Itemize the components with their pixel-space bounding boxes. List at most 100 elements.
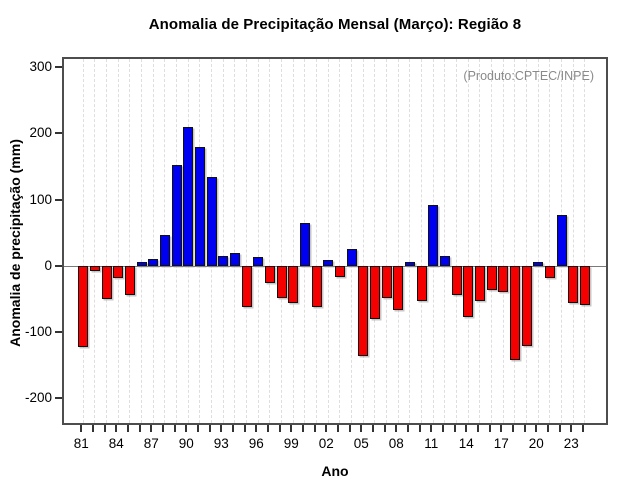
bar-2008 [393, 265, 404, 311]
vertical-gridline [292, 59, 294, 423]
x-axis-tick [558, 425, 561, 432]
x-axis-tick [91, 425, 94, 432]
x-axis-tick [441, 425, 444, 432]
x-axis-tick [243, 425, 246, 432]
vertical-gridline [257, 59, 259, 423]
bar-2000 [299, 222, 310, 266]
vertical-gridline [339, 59, 341, 423]
x-axis-tick [173, 425, 176, 432]
bar-2004 [346, 249, 357, 266]
vertical-gridline [94, 59, 96, 423]
x-axis-tick [488, 425, 491, 432]
x-tick-label: 14 [458, 436, 474, 451]
vertical-gridline [129, 59, 131, 423]
bar-2016 [486, 265, 497, 291]
vertical-gridline [537, 59, 539, 423]
bar-2014 [463, 265, 474, 318]
x-axis-tick [511, 425, 514, 432]
bar-2007 [381, 265, 392, 299]
bar-1996 [253, 257, 264, 266]
x-axis-tick [325, 425, 328, 432]
x-axis-tick [336, 425, 339, 432]
x-axis-tick [126, 425, 129, 432]
x-axis-tick [546, 425, 549, 432]
bar-2009 [404, 262, 415, 266]
x-tick-label: 99 [283, 436, 299, 451]
bar-2012 [439, 255, 450, 266]
x-axis-tick [185, 425, 188, 432]
x-axis-tick [255, 425, 258, 432]
x-axis-tick [395, 425, 398, 432]
x-axis-tick [581, 425, 584, 432]
vertical-gridline [549, 59, 551, 423]
x-axis-tick [161, 425, 164, 432]
bar-1992 [206, 176, 217, 266]
x-axis-tick [290, 425, 293, 432]
vertical-gridline [444, 59, 446, 423]
vertical-gridline [421, 59, 423, 423]
x-axis-tick [348, 425, 351, 432]
x-tick-label: 23 [563, 436, 579, 451]
vertical-gridline [467, 59, 469, 423]
vertical-gridline [514, 59, 516, 423]
y-axis-tick [55, 198, 62, 201]
x-axis-tick [476, 425, 479, 432]
x-axis-tick [150, 425, 153, 432]
x-axis-tick [138, 425, 141, 432]
x-axis-tick [220, 425, 223, 432]
x-tick-label: 84 [108, 436, 124, 451]
bar-2006 [369, 265, 380, 320]
vertical-gridline [117, 59, 119, 423]
bar-1997 [264, 265, 275, 283]
x-axis-tick [383, 425, 386, 432]
x-tick-label: 90 [178, 436, 194, 451]
y-tick-label: -100 [24, 323, 52, 339]
x-axis-tick [406, 425, 409, 432]
bar-1983 [101, 265, 112, 299]
bar-1987 [148, 259, 159, 266]
bar-2002 [323, 259, 334, 266]
vertical-gridline [234, 59, 236, 423]
x-axis-tick [80, 425, 83, 432]
vertical-gridline [584, 59, 586, 423]
x-axis-tick [465, 425, 468, 432]
x-tick-label: 20 [528, 436, 544, 451]
vertical-gridline [222, 59, 224, 423]
bar-2019 [521, 265, 532, 347]
vertical-gridline [479, 59, 481, 423]
vertical-gridline [152, 59, 154, 423]
x-axis-tick [313, 425, 316, 432]
x-tick-label: 05 [353, 436, 369, 451]
x-tick-label: 96 [248, 436, 264, 451]
plot-area: (Produto:CPTEC/INPE) [62, 57, 608, 425]
x-axis-tick [208, 425, 211, 432]
vertical-gridline [82, 59, 84, 423]
vertical-gridline [106, 59, 108, 423]
bar-1986 [136, 262, 147, 266]
y-axis-tick [55, 132, 62, 135]
bar-2018 [509, 265, 520, 360]
y-tick-label: -200 [24, 390, 52, 406]
bar-2021 [544, 265, 555, 278]
x-axis-tick [360, 425, 363, 432]
vertical-gridline [526, 59, 528, 423]
x-tick-label: 81 [73, 436, 89, 451]
vertical-gridline [397, 59, 399, 423]
x-axis-tick [103, 425, 106, 432]
x-axis-tick [523, 425, 526, 432]
bar-1990 [183, 126, 194, 266]
bar-2017 [498, 265, 509, 293]
bar-1998 [276, 265, 287, 299]
y-axis-tick [55, 330, 62, 333]
y-axis-tick [55, 397, 62, 400]
vertical-gridline [502, 59, 504, 423]
source-annotation: (Produto:CPTEC/INPE) [463, 69, 594, 83]
x-tick-label: 87 [143, 436, 159, 451]
x-axis-tick [418, 425, 421, 432]
x-axis-tick [278, 425, 281, 432]
vertical-gridline [246, 59, 248, 423]
bar-1989 [171, 165, 182, 266]
vertical-gridline [362, 59, 364, 423]
y-axis-tick [55, 264, 62, 267]
